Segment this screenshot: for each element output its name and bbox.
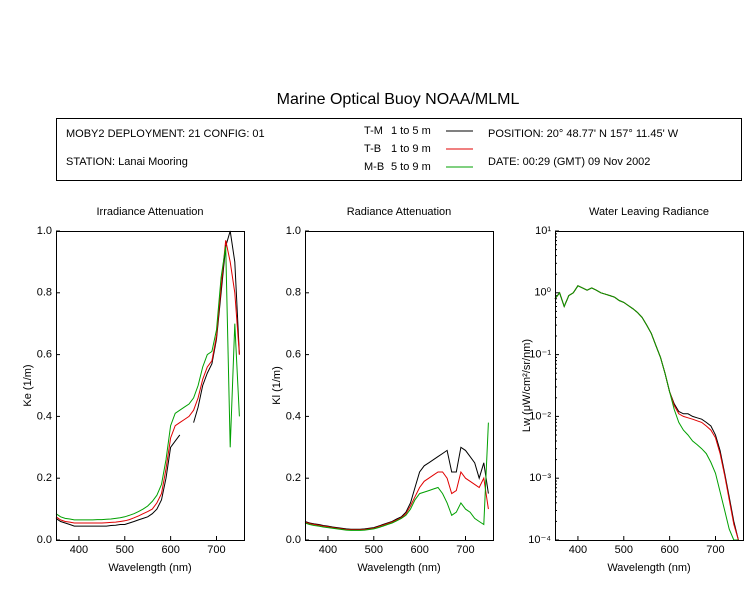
plot-frame	[555, 231, 744, 541]
plot-frame	[56, 231, 245, 541]
x-tick-label: 700	[706, 544, 724, 556]
legend-depth: 5 to 9 m	[391, 161, 431, 173]
legend-depth: 1 to 9 m	[391, 143, 431, 155]
y-tick-label: 10⁻²	[529, 410, 551, 422]
y-tick-label: 0.0	[286, 534, 301, 546]
series-line	[554, 285, 739, 541]
series-line	[304, 446, 489, 530]
legend-depth: 1 to 5 m	[391, 125, 431, 137]
y-tick-label: 1.0	[286, 225, 301, 237]
x-tick-label: 500	[615, 544, 633, 556]
x-tick-label: 400	[70, 544, 88, 556]
series-line	[554, 285, 739, 541]
x-tick-label: 500	[365, 544, 383, 556]
x-tick-label: 700	[207, 544, 225, 556]
x-axis-label: Wavelength (nm)	[607, 562, 690, 574]
y-axis-label: Kl (1/m)	[271, 366, 283, 405]
y-tick-label: 10⁰	[534, 287, 551, 299]
chart-title: Irradiance Attenuation	[96, 206, 203, 218]
series-line	[55, 240, 240, 524]
y-tick-label: 10⁻⁴	[528, 534, 551, 546]
y-axis-label: Ke (1/m)	[22, 364, 34, 406]
y-tick-label: 0.0	[37, 534, 52, 546]
y-tick-label: 0.8	[286, 287, 301, 299]
legend-name: T-B	[364, 143, 381, 155]
x-tick-label: 400	[569, 544, 587, 556]
y-tick-label: 0.4	[286, 410, 301, 422]
series-line	[304, 470, 489, 531]
y-tick-label: 10¹	[535, 225, 551, 237]
legend-name: M-B	[364, 161, 384, 173]
y-tick-label: 0.6	[286, 349, 301, 361]
y-tick-label: 0.6	[37, 349, 52, 361]
info-box	[56, 118, 742, 181]
y-tick-label: 1.0	[37, 225, 52, 237]
y-tick-label: 0.8	[37, 287, 52, 299]
chart-title: Radiance Attenuation	[347, 206, 452, 218]
plot-frame	[305, 231, 494, 541]
x-tick-label: 700	[456, 544, 474, 556]
date: DATE: 00:29 (GMT) 09 Nov 2002	[488, 156, 650, 168]
station: STATION: Lanai Mooring	[66, 156, 188, 168]
x-tick-label: 500	[116, 544, 134, 556]
x-axis-label: Wavelength (nm)	[108, 562, 191, 574]
x-tick-label: 600	[161, 544, 179, 556]
page-title: Marine Optical Buoy NOAA/MLML	[277, 91, 520, 108]
y-tick-label: 0.4	[37, 410, 52, 422]
series-line	[554, 285, 739, 541]
chart-title: Water Leaving Radiance	[589, 206, 709, 218]
series-line	[55, 230, 240, 527]
legend-name: T-M	[364, 125, 383, 137]
y-tick-label: 0.2	[286, 472, 301, 484]
y-axis-label: Lw (μW/cm²/sr/nm)	[521, 339, 533, 432]
x-tick-label: 600	[410, 544, 428, 556]
position: POSITION: 20° 48.77' N 157° 11.45' W	[488, 128, 679, 140]
series-line	[304, 422, 489, 531]
y-tick-label: 10⁻¹	[529, 349, 551, 361]
series-line	[55, 246, 240, 521]
y-tick-label: 0.2	[37, 472, 52, 484]
y-tick-label: 10⁻³	[529, 472, 551, 484]
x-tick-label: 600	[660, 544, 678, 556]
deployment: MOBY2 DEPLOYMENT: 21 CONFIG: 01	[66, 128, 265, 140]
x-axis-label: Wavelength (nm)	[357, 562, 440, 574]
x-tick-label: 400	[319, 544, 337, 556]
